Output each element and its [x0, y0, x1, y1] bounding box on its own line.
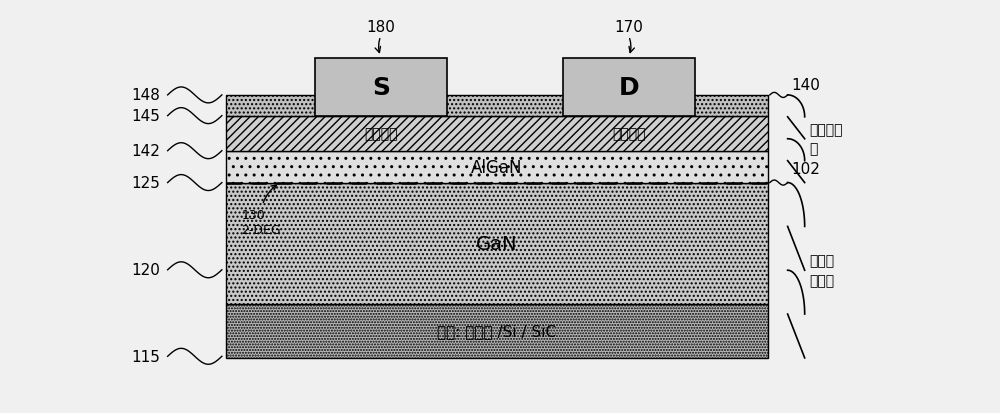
Text: 102: 102	[792, 162, 820, 177]
Bar	[563, 59, 695, 116]
Text: GaN: GaN	[476, 234, 518, 253]
Text: 145: 145	[131, 109, 160, 124]
Bar	[226, 304, 768, 358]
Text: 148: 148	[131, 88, 160, 103]
Text: 基底: 蓝宝石 /Si / SiC: 基底: 蓝宝石 /Si / SiC	[437, 323, 557, 339]
Text: AlGaN: AlGaN	[471, 158, 523, 176]
Text: 115: 115	[131, 349, 160, 364]
Bar	[226, 183, 768, 304]
Bar	[226, 151, 768, 183]
Bar	[226, 96, 768, 116]
Text: D: D	[618, 76, 639, 100]
Text: S: S	[372, 76, 390, 100]
Text: 130
2-DEG: 130 2-DEG	[241, 185, 281, 237]
Text: 170: 170	[614, 20, 643, 35]
Text: 120: 120	[131, 263, 160, 278]
Text: 142: 142	[131, 144, 160, 159]
Bar	[226, 116, 768, 151]
Text: 欧姆金属: 欧姆金属	[612, 127, 646, 141]
Text: 单沉积多
层: 单沉积多 层	[809, 123, 843, 156]
Text: 140: 140	[792, 78, 820, 93]
Text: 125: 125	[131, 176, 160, 191]
Bar	[315, 59, 447, 116]
Text: 整体外
延晶圆: 整体外 延晶圆	[809, 254, 834, 287]
Text: 欧姆金属: 欧姆金属	[364, 127, 398, 141]
Text: 180: 180	[366, 20, 395, 35]
